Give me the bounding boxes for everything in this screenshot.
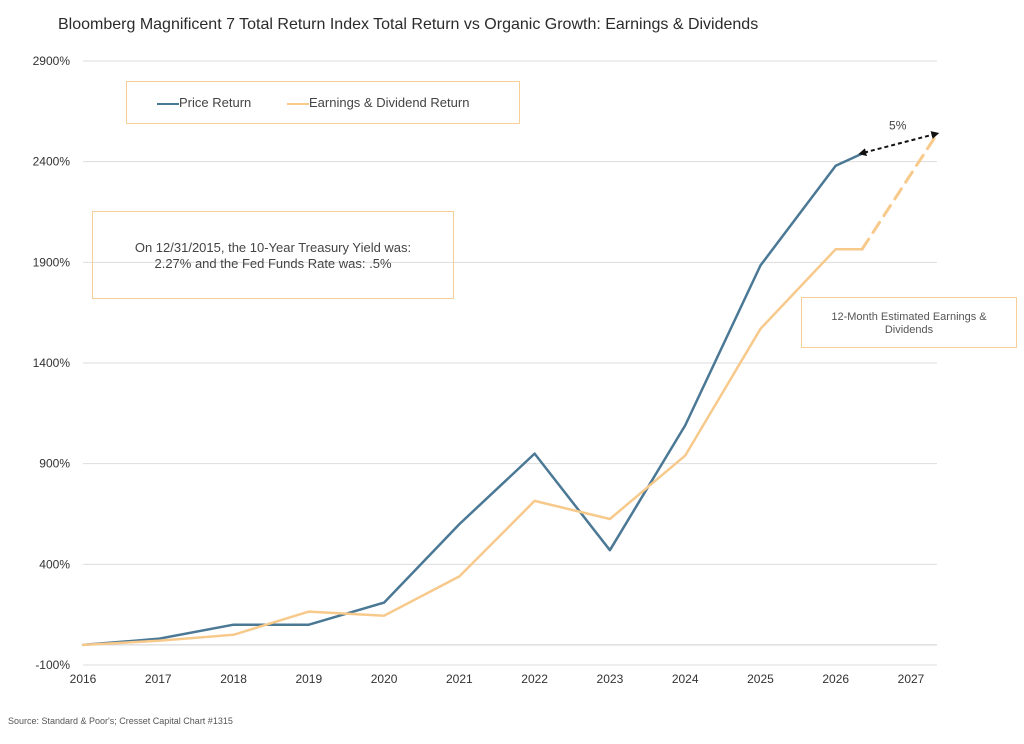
x-tick-label: 2022 xyxy=(521,672,548,686)
y-tick-label: 2400% xyxy=(33,155,71,169)
legend-item-price-return: Price Return xyxy=(157,95,251,110)
y-tick-label: 400% xyxy=(39,557,70,571)
estimate-label-line-1: 12-Month Estimated Earnings & xyxy=(831,311,987,323)
legend-label-earnings-dividend: Earnings & Dividend Return xyxy=(309,95,470,110)
gap-arrow xyxy=(858,131,940,156)
legend-swatch-price-return xyxy=(157,102,179,105)
x-tick-label: 2020 xyxy=(371,672,398,686)
legend-swatch-earnings-dividend xyxy=(287,102,309,105)
series-line-earnings-dividend xyxy=(81,247,864,647)
legend-item-earnings-dividend: Earnings & Dividend Return xyxy=(287,95,469,110)
legend-label-price-return: Price Return xyxy=(179,95,252,110)
y-tick-label: -100% xyxy=(35,658,70,672)
treasury-note-line-2: 2.27% and the Fed Funds Rate was: .5% xyxy=(154,256,392,271)
source-note: Source: Standard & Poor's; Cresset Capit… xyxy=(8,716,233,726)
chart-legend: Price Return Earnings & Dividend Return xyxy=(126,81,520,124)
gap-label: 5% xyxy=(889,118,907,132)
estimate-label-box: 12-Month Estimated Earnings & Dividends xyxy=(801,297,1017,348)
x-tick-label: 2021 xyxy=(446,672,473,686)
x-tick-label: 2026 xyxy=(822,672,849,686)
series-line-price-return xyxy=(81,152,864,647)
series-line-estimated-earnings xyxy=(860,132,939,251)
estimate-label-line-2: Dividends xyxy=(884,324,934,336)
y-tick-label: 900% xyxy=(39,457,70,471)
x-tick-label: 2016 xyxy=(70,672,97,686)
x-tick-label: 2023 xyxy=(597,672,624,686)
treasury-note-box: On 12/31/2015, the 10-Year Treasury Yiel… xyxy=(92,211,454,299)
x-tick-label: 2018 xyxy=(220,672,247,686)
chart-title: Bloomberg Magnificent 7 Total Return Ind… xyxy=(58,16,759,33)
x-tick-label: 2024 xyxy=(672,672,699,686)
x-tick-label: 2019 xyxy=(295,672,322,686)
y-tick-label: 1400% xyxy=(33,356,71,370)
x-tick-label: 2017 xyxy=(145,672,172,686)
treasury-note-line-1: On 12/31/2015, the 10-Year Treasury Yiel… xyxy=(134,240,412,255)
x-tick-label: 2025 xyxy=(747,672,774,686)
x-tick-label: 2027 xyxy=(898,672,925,686)
y-tick-label: 1900% xyxy=(33,255,71,269)
y-tick-label: 2900% xyxy=(33,54,71,68)
